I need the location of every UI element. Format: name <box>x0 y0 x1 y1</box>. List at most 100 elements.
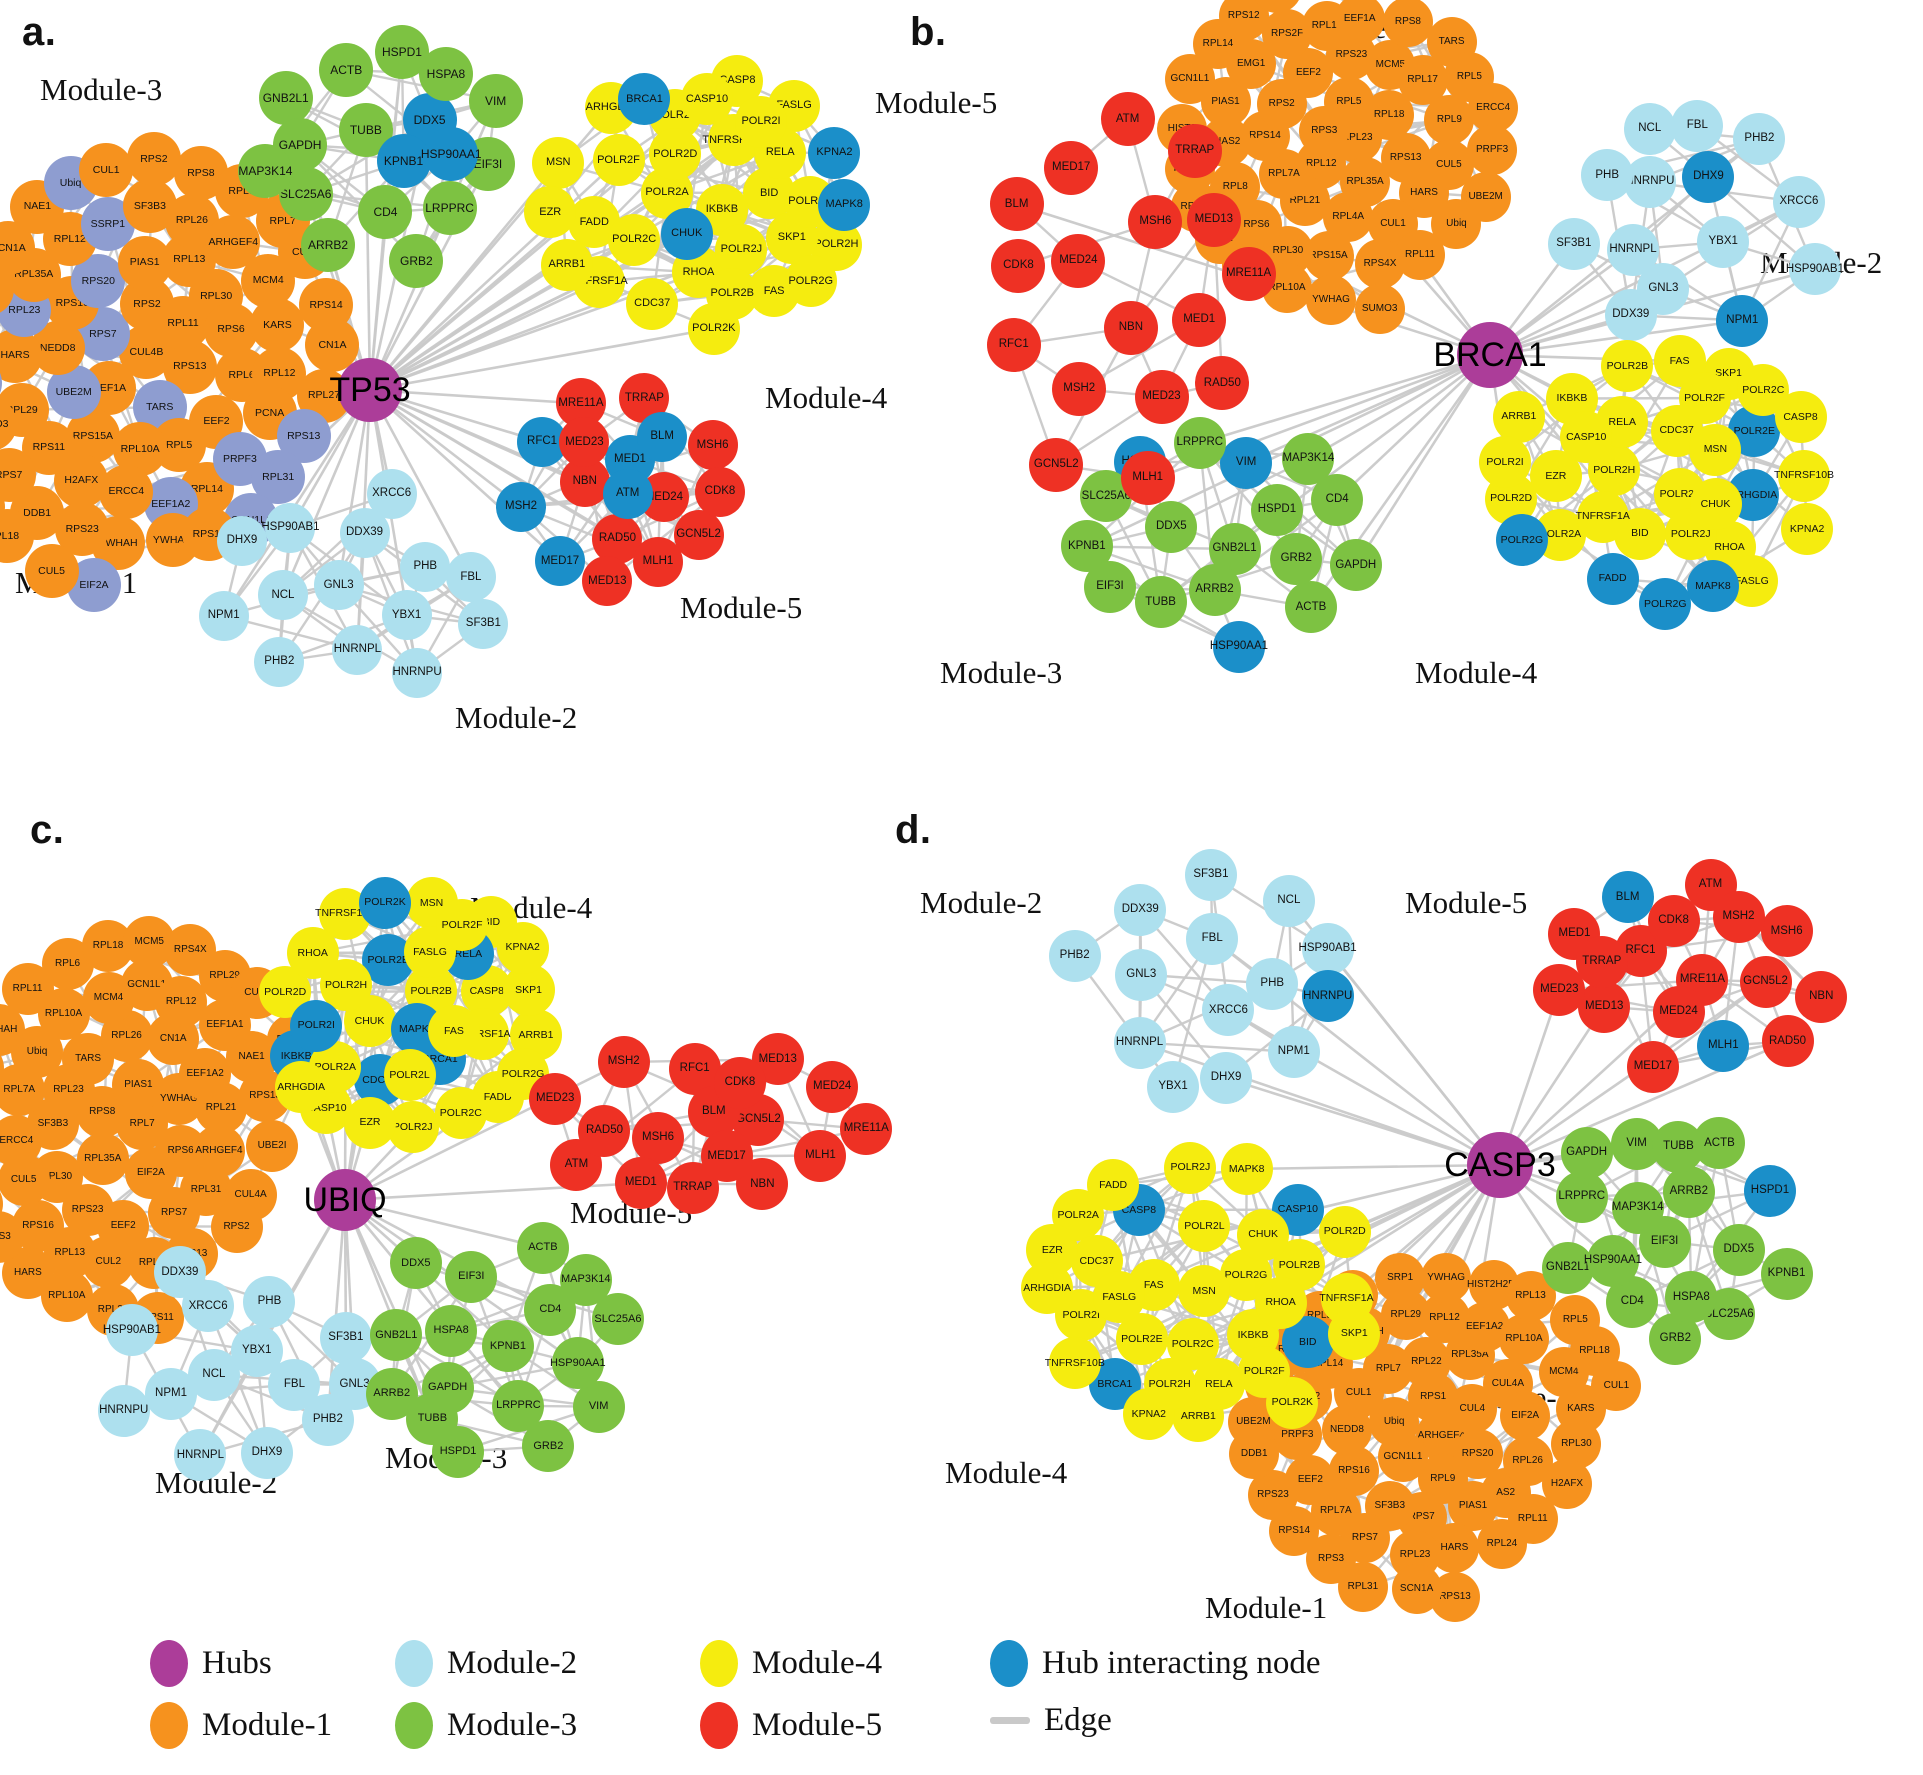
network-node[interactable]: POLR2H <box>1143 1358 1196 1411</box>
network-node[interactable]: POLR2F <box>1238 1345 1291 1398</box>
network-node[interactable]: ACTB <box>516 1221 569 1274</box>
network-node[interactable]: Ubiq <box>1431 198 1482 249</box>
network-node[interactable]: GCN5L2 <box>1029 437 1084 492</box>
network-node[interactable]: ARRB1 <box>540 238 593 291</box>
network-node[interactable]: HNRNPU <box>392 647 443 698</box>
network-node[interactable]: SF3B1 <box>458 599 509 650</box>
network-node[interactable]: HSP90AA1 <box>1210 621 1268 674</box>
network-node[interactable]: TUBB <box>1134 576 1187 629</box>
network-node[interactable]: POLR2D <box>649 128 702 181</box>
network-node[interactable]: CDK8 <box>694 466 745 517</box>
network-node[interactable]: MED17 <box>1044 141 1099 196</box>
network-node[interactable]: MAPK8 <box>1686 560 1739 613</box>
hub-node-ubiq[interactable]: UBIQ <box>303 1169 387 1231</box>
network-node[interactable]: MSN <box>532 136 585 189</box>
network-node[interactable]: DDX39 <box>1114 883 1167 936</box>
network-node[interactable]: PHB <box>400 541 451 592</box>
network-node[interactable]: FASLG <box>1093 1270 1146 1323</box>
network-node[interactable]: MAP3K14 <box>559 1253 612 1306</box>
network-node[interactable]: CUL1 <box>1591 1360 1642 1411</box>
network-node[interactable]: YBX1 <box>381 590 432 641</box>
network-node[interactable]: RAD50 <box>1761 1015 1814 1068</box>
network-node[interactable]: ATM <box>1100 92 1155 147</box>
network-node[interactable]: CUL5 <box>24 544 79 599</box>
network-node[interactable]: NCL <box>257 570 308 621</box>
network-node[interactable]: POLR2B <box>1601 339 1654 392</box>
hub-node-tp53[interactable]: TP53 <box>329 358 411 422</box>
network-node[interactable]: SF3B1 <box>319 1311 372 1364</box>
network-node[interactable]: MSH6 <box>1760 905 1813 958</box>
network-node[interactable]: LRPPRC <box>1555 1170 1608 1223</box>
network-node[interactable]: ARRB2 <box>301 218 356 272</box>
network-node[interactable]: MED1 <box>1172 293 1227 348</box>
network-node[interactable]: MED24 <box>1652 986 1705 1039</box>
network-node[interactable]: MED24 <box>1051 233 1106 288</box>
network-node[interactable]: MAPK8 <box>818 178 871 231</box>
network-node[interactable]: POLR2L <box>383 1048 436 1101</box>
network-node[interactable]: CDK8 <box>714 1056 766 1109</box>
network-node[interactable]: DDX5 <box>389 1237 442 1290</box>
network-node[interactable]: MED23 <box>1134 369 1189 424</box>
network-node[interactable]: RPL9 <box>1424 95 1475 146</box>
network-node[interactable]: KPNA2 <box>496 921 549 974</box>
network-node[interactable]: CASP10 <box>681 73 734 126</box>
network-node[interactable]: MLH1 <box>1120 451 1175 505</box>
network-node[interactable]: NBN <box>1795 971 1848 1024</box>
network-node[interactable]: NPM1 <box>145 1367 197 1420</box>
network-node[interactable]: CHUK <box>660 207 713 260</box>
network-node[interactable]: POLR2I <box>735 95 788 148</box>
network-node[interactable]: FBL <box>1186 912 1239 965</box>
network-node[interactable]: NBN <box>1103 300 1158 355</box>
network-node[interactable]: ACTB <box>1284 581 1337 634</box>
network-node[interactable]: CASP10 <box>1560 410 1613 463</box>
network-node[interactable]: RPL10A <box>1499 1314 1550 1365</box>
network-node[interactable]: FAS <box>427 1004 480 1057</box>
network-node[interactable]: MRE11A <box>1221 246 1276 301</box>
network-node[interactable]: FADD <box>1586 552 1639 605</box>
network-node[interactable]: NCL <box>1262 874 1315 927</box>
network-node[interactable]: MSH6 <box>687 420 738 471</box>
network-node[interactable]: MED13 <box>1578 980 1631 1033</box>
network-node[interactable]: MSH6 <box>632 1111 685 1164</box>
network-node[interactable]: SCN1A <box>1391 1564 1442 1615</box>
network-node[interactable]: MSH2 <box>496 481 547 532</box>
network-node[interactable]: MED17 <box>1626 1040 1679 1093</box>
network-node[interactable]: BLM <box>637 412 688 463</box>
network-node[interactable]: POLR2C <box>434 1087 487 1140</box>
network-node[interactable]: YBX1 <box>1147 1060 1200 1113</box>
network-node[interactable]: MLH1 <box>794 1129 847 1182</box>
network-node[interactable]: CD4 <box>358 185 413 240</box>
network-node[interactable]: ARRB2 <box>1662 1165 1715 1218</box>
network-node[interactable]: ATM <box>602 468 653 519</box>
network-node[interactable]: MED13 <box>1186 193 1241 248</box>
network-node[interactable]: HSPD1 <box>1743 1165 1796 1218</box>
network-node[interactable]: NPM1 <box>1267 1026 1320 1079</box>
network-node[interactable]: KPNB1 <box>1760 1247 1813 1300</box>
network-node[interactable]: EIF3I <box>1084 560 1137 613</box>
network-node[interactable]: DHX9 <box>1682 150 1735 203</box>
network-node[interactable]: LRPPRC <box>1173 417 1226 470</box>
network-node[interactable]: CHUK <box>1689 477 1742 530</box>
network-node[interactable]: LRPPRC <box>422 180 477 235</box>
network-node[interactable]: GNB2L1 <box>258 71 313 126</box>
network-node[interactable]: POLR2C <box>608 213 661 266</box>
network-node[interactable]: NPM1 <box>198 590 249 641</box>
network-node[interactable]: POLR2G <box>784 255 837 308</box>
network-node[interactable]: PRPF3 <box>1467 125 1518 176</box>
network-node[interactable]: HNRNPU <box>1301 970 1354 1023</box>
network-node[interactable]: MLH1 <box>632 536 683 587</box>
network-node[interactable]: CDC37 <box>626 277 679 330</box>
network-node[interactable]: DDX5 <box>1145 500 1198 553</box>
network-node[interactable]: TRRAP <box>1575 935 1628 988</box>
network-node[interactable]: SRP1 <box>1375 1252 1426 1303</box>
network-node[interactable]: RPL27 <box>0 1041 5 1094</box>
network-node[interactable]: GAPDH <box>1560 1126 1613 1179</box>
network-node[interactable]: RPL8 <box>0 355 2 410</box>
network-node[interactable]: TNFRSF1A <box>1576 490 1630 543</box>
network-node[interactable]: RPL11 <box>1507 1493 1558 1544</box>
network-node[interactable]: GAPDH <box>1329 539 1382 592</box>
network-node[interactable]: RPS2 <box>210 1200 263 1253</box>
network-node[interactable]: EIF3I <box>445 1250 498 1303</box>
network-node[interactable]: HSP90AA1 <box>421 127 482 182</box>
network-node[interactable]: EZR <box>343 1096 396 1149</box>
